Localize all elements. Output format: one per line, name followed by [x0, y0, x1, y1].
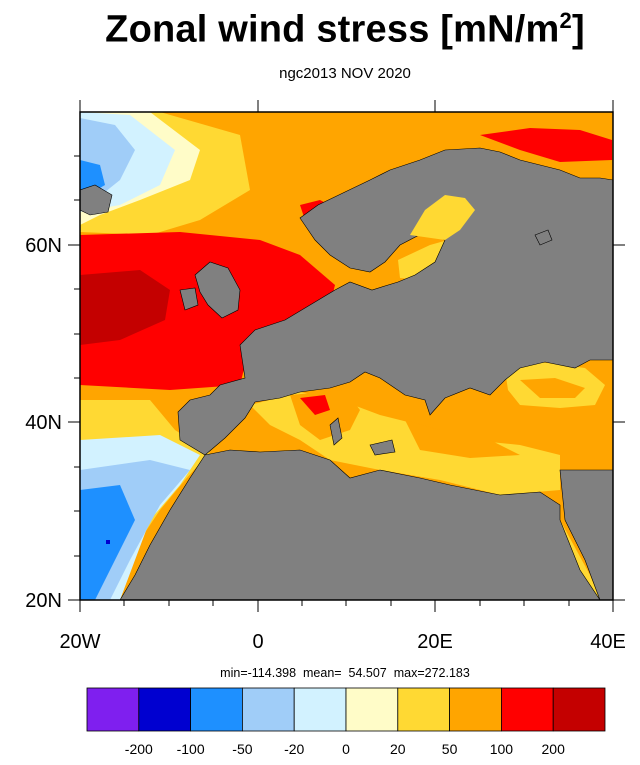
- colorbar-label: 50: [442, 741, 458, 757]
- field-patch-lion: [300, 395, 330, 415]
- colorbar-label: 20: [390, 741, 406, 757]
- colorbar-swatch: [397, 687, 450, 732]
- colorbar-swatch: [552, 687, 606, 732]
- y-tick-label-20n: 20N: [25, 590, 62, 612]
- field-patch-ionian: [405, 420, 520, 458]
- ireland: [179, 287, 199, 311]
- colorbar-swatch: [86, 687, 140, 732]
- britain: [194, 261, 241, 319]
- corsica-sardinia: [329, 417, 343, 446]
- field-patch-neg100: [106, 540, 110, 544]
- colorbar: -200 -100 -50 -20 0 20 50 100 200: [86, 687, 606, 757]
- africa-landmass: [119, 449, 601, 600]
- map-panel: [80, 112, 613, 600]
- axis-ticks: [68, 100, 625, 612]
- colorbar-swatch: [293, 687, 347, 732]
- stats-line: min=-114.398 mean= 54.507 max=272.183: [220, 666, 470, 680]
- x-tick-label-20e: 20E: [417, 631, 453, 653]
- x-tick-label-40e: 40E: [590, 631, 626, 653]
- colorbar-swatch: [241, 687, 295, 732]
- colorbar-swatch: [138, 687, 192, 732]
- subtitle: ngc2013 NOV 2020: [279, 65, 411, 82]
- colorbar-label: -20: [284, 741, 304, 757]
- colorbar-label: -200: [125, 741, 153, 757]
- colorbar-swatch: [190, 687, 243, 732]
- iceland: [80, 184, 113, 216]
- colorbar-swatch: [449, 687, 502, 732]
- sicily: [369, 439, 396, 456]
- middle-east-landmass: [559, 469, 613, 600]
- colorbar-swatch: [500, 687, 554, 732]
- page-title: Zonal wind stress [mN/m2]: [105, 8, 585, 51]
- field-patch-200-barents: [480, 128, 612, 162]
- colorbar-label: 200: [542, 741, 566, 757]
- field-patch-gt200: [80, 270, 170, 345]
- lake-island: [534, 229, 553, 246]
- field-patch-200: [80, 232, 335, 390]
- europe-landmass: [177, 147, 613, 456]
- x-tick-label-0: 0: [252, 631, 263, 653]
- colorbar-label: -100: [177, 741, 205, 757]
- colorbar-label: 0: [342, 741, 350, 757]
- field-patch-blacksea-core: [520, 378, 585, 398]
- colorbar-swatch: [345, 687, 399, 732]
- colorbar-label: 100: [490, 741, 514, 757]
- y-tick-label-40n: 40N: [25, 412, 62, 434]
- field-patch-neg50-north: [80, 160, 105, 195]
- x-tick-label-20w: 20W: [59, 631, 100, 653]
- colorbar-label: -50: [232, 741, 252, 757]
- y-tick-label-60n: 60N: [25, 235, 62, 257]
- field-patch-bothnia: [410, 195, 475, 240]
